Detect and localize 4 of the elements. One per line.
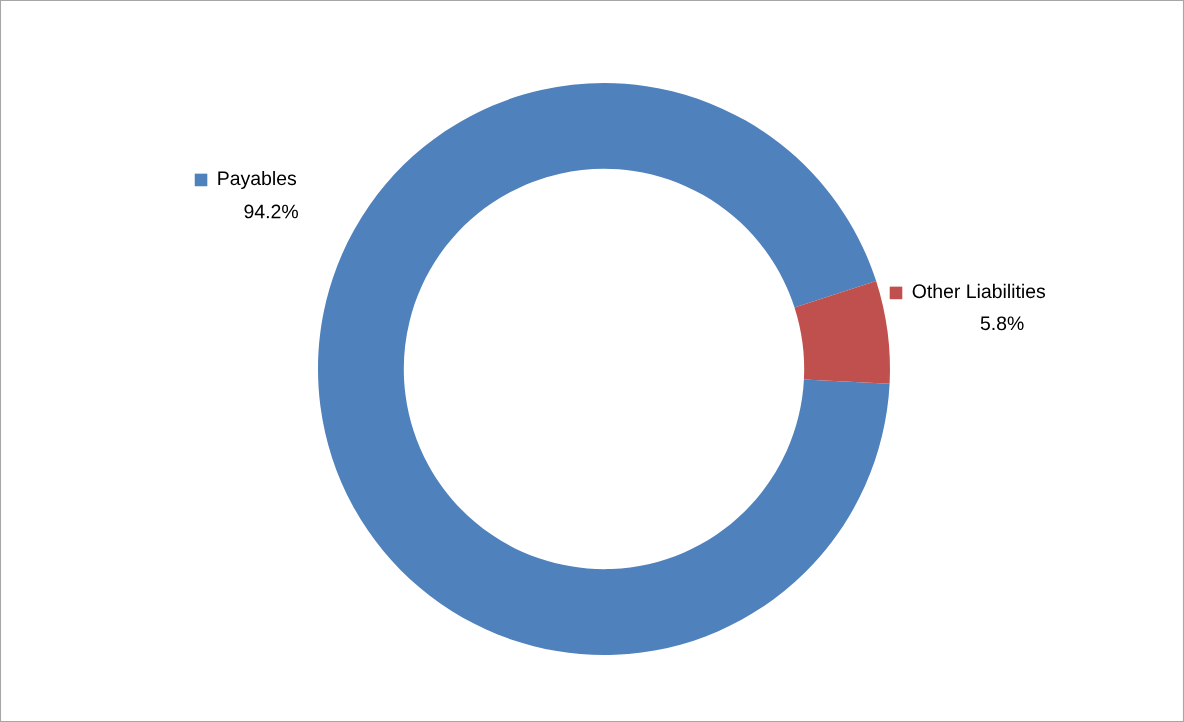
legend-label: Payables (218, 170, 297, 190)
data-label: 94.2% (244, 204, 298, 219)
legend-label: Other Liabilities (912, 283, 1046, 299)
data-label: 5.8% (980, 316, 1024, 331)
